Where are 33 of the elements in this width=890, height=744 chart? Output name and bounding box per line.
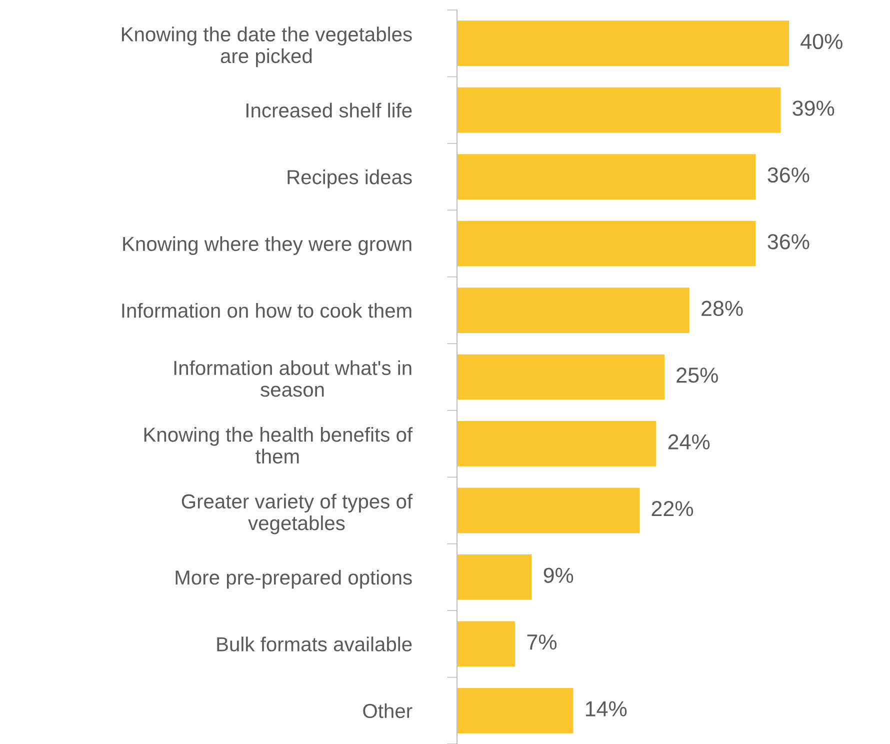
y-tick-label: Knowing the health benefits of them: [144, 427, 413, 464]
y-tick-label: Recipes ideas: [288, 170, 412, 188]
bar: [457, 220, 756, 266]
y-tick-label: Knowing the date the vegetables are picked: [122, 26, 412, 68]
data-label: 24%: [668, 434, 710, 450]
y-tick-label: More pre-prepared options: [176, 570, 412, 589]
bar: [457, 288, 690, 333]
bar: [457, 621, 516, 667]
bar: [457, 421, 656, 466]
bar: [457, 87, 781, 133]
y-tick-label: Knowing where they were grown: [123, 236, 412, 256]
y-tick-label: Other: [363, 703, 412, 718]
data-label: 36%: [768, 167, 810, 183]
y-tick-label: Greater variety of types of vegetables: [182, 494, 413, 534]
data-label: 39%: [792, 100, 834, 116]
y-tick-label: Information about what's in season: [174, 360, 412, 397]
data-label: 22%: [652, 500, 694, 516]
bar: [457, 354, 664, 400]
y-tick-label: Bulk formats available: [217, 636, 412, 652]
data-label: 28%: [702, 300, 743, 316]
bar: [457, 688, 574, 734]
bar: [457, 20, 789, 66]
data-label: 25%: [676, 368, 718, 383]
y-tick-label: Increased shelf life: [246, 102, 412, 118]
y-tick-label: Information on how to cook them: [122, 302, 412, 318]
bar: [457, 488, 640, 534]
bar: [457, 554, 532, 600]
data-label: 14%: [586, 701, 627, 716]
data-label: 36%: [768, 234, 810, 250]
data-label: 7%: [527, 634, 557, 650]
data-label: 40%: [800, 34, 842, 50]
data-label: 9%: [544, 568, 574, 583]
bar: [457, 154, 756, 200]
